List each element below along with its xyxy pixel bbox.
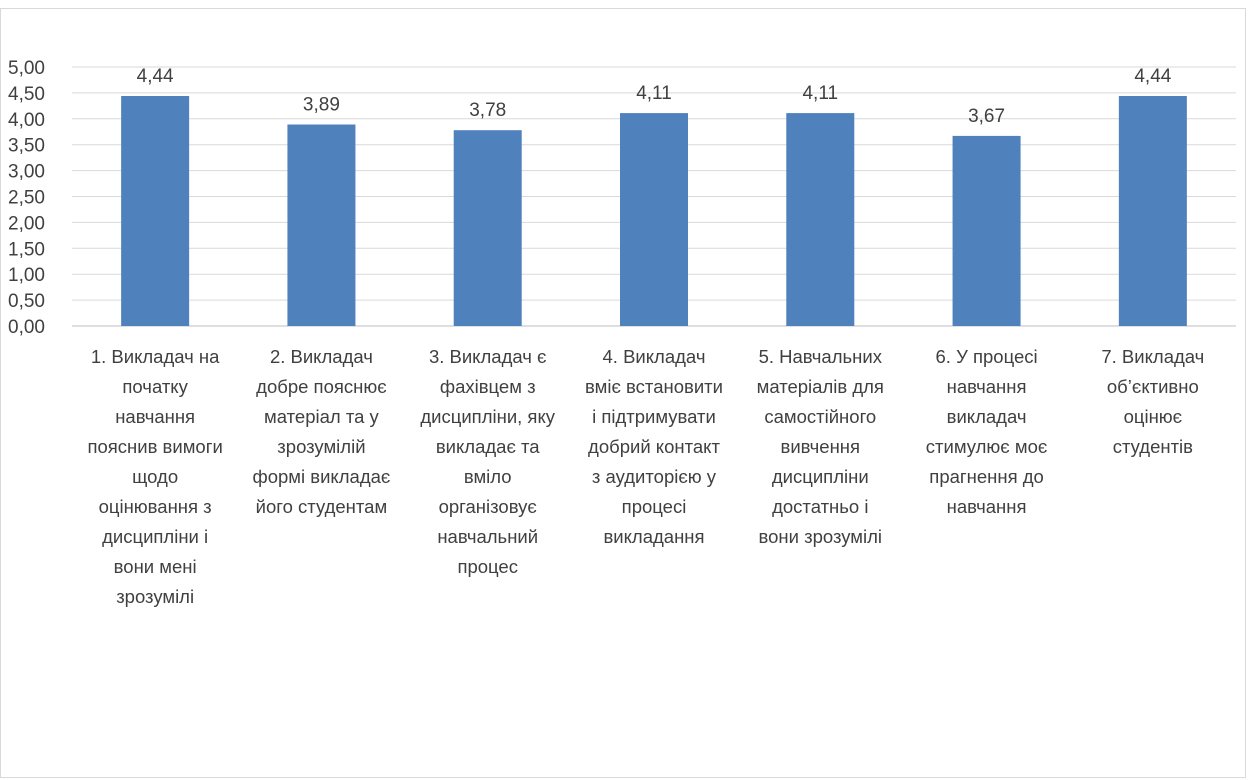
x-tick-label: 1. Викладач на початку навчання пояснив … bbox=[87, 346, 223, 607]
data-label: 4,11 bbox=[802, 83, 838, 104]
data-label: 4,44 bbox=[1134, 66, 1171, 87]
y-tick-label: 5,00 bbox=[8, 58, 45, 79]
x-tick-label: 5. Навчальних матеріалів для самостійног… bbox=[756, 346, 884, 547]
x-tick-label: 3. Викладач є фахівцем з дисципліни, яку… bbox=[420, 346, 556, 577]
x-tick-label: 2. Викладач добре пояснює матеріал та у … bbox=[252, 346, 391, 517]
y-tick-label: 4,50 bbox=[8, 84, 45, 105]
bar bbox=[620, 113, 688, 327]
y-tick-label: 2,50 bbox=[8, 188, 45, 209]
data-label: 3,67 bbox=[968, 106, 1005, 127]
data-label: 3,89 bbox=[303, 94, 340, 115]
bars bbox=[121, 96, 1187, 327]
bar bbox=[1118, 96, 1187, 327]
data-label: 4,44 bbox=[137, 66, 174, 87]
y-tick-label: 1,50 bbox=[8, 239, 45, 260]
y-tick-label: 1,00 bbox=[8, 265, 45, 286]
y-tick-label: 0,00 bbox=[8, 317, 45, 338]
bar bbox=[453, 130, 522, 326]
y-tick-label: 3,50 bbox=[8, 136, 45, 157]
x-tick-label: 4. Викладач вміє встановити і підтримува… bbox=[585, 346, 723, 547]
y-tick-label: 0,50 bbox=[8, 291, 45, 312]
y-tick-label: 2,00 bbox=[8, 213, 45, 234]
bar bbox=[786, 113, 855, 327]
data-labels: 4,44 3,89 3,78 4,11 4,11 3,67 4,44 bbox=[137, 66, 1172, 127]
x-tick-label: 6. У процесі навчання викладач стимулює … bbox=[925, 346, 1048, 517]
y-axis-tick-labels: 0,00 0,50 1,00 1,50 2,00 2,50 3,00 3,50 4,00 4,50… bbox=[8, 58, 45, 338]
bar bbox=[121, 96, 190, 327]
bar bbox=[287, 124, 356, 326]
y-tick-label: 4,00 bbox=[8, 110, 45, 131]
data-label: 4,11 bbox=[636, 83, 672, 104]
x-tick-label: 7. Викладач об’єктивно оцінює студентів bbox=[1101, 346, 1205, 457]
y-tick-label: 3,00 bbox=[8, 162, 45, 183]
bar bbox=[952, 135, 1021, 326]
data-label: 3,78 bbox=[469, 100, 506, 121]
